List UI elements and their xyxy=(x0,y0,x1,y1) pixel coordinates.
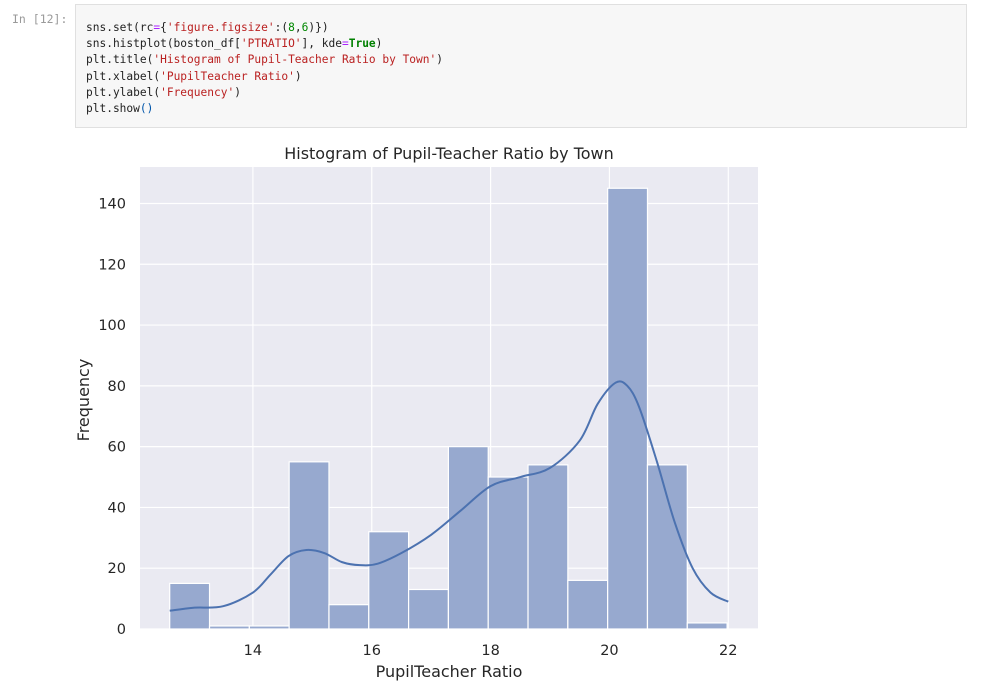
x-tick-label: 18 xyxy=(481,643,499,659)
code-editor[interactable]: sns.set(rc={'figure.figsize':(8,6)}) sns.… xyxy=(86,20,443,117)
y-axis-label: Frequency xyxy=(74,359,93,442)
code-token: 'PTRATIO' xyxy=(240,37,302,51)
histogram-bar xyxy=(447,446,489,630)
y-tick-label: 100 xyxy=(98,318,126,334)
y-tick-label: 140 xyxy=(98,196,126,212)
code-token: 'Histogram of Pupil-Teacher Ratio by Tow… xyxy=(153,53,437,67)
code-token: 6 xyxy=(301,21,309,34)
histogram-bar xyxy=(208,625,250,630)
code-token: 8 xyxy=(288,21,295,34)
code-token: ) xyxy=(436,53,443,67)
code-line: plt.show() xyxy=(86,101,443,117)
histogram-bars xyxy=(169,187,728,630)
code-token: , xyxy=(294,21,302,34)
y-tick-label: 80 xyxy=(108,379,126,395)
code-token: ], kde xyxy=(301,37,342,51)
x-tick-label: 14 xyxy=(244,643,262,659)
axes-background xyxy=(140,167,758,629)
x-tick-labels: 14 16 18 20 22 xyxy=(244,643,738,659)
code-token: )}) xyxy=(308,21,329,34)
histogram-bar xyxy=(328,604,370,630)
grid-lines xyxy=(140,167,758,630)
histogram-bar xyxy=(527,464,569,630)
chart-title: Histogram of Pupil-Teacher Ratio by Town xyxy=(284,144,614,163)
y-tick-label: 20 xyxy=(108,561,126,577)
code-token: plt.show xyxy=(86,102,140,116)
cell-prompt: In [12]: xyxy=(12,12,68,26)
code-line: sns.set(rc={'figure.figsize':(8,6)}) xyxy=(86,20,443,36)
code-cell[interactable]: sns.set(rc={'figure.figsize':(8,6)}) sns.… xyxy=(75,4,967,128)
histogram-bar xyxy=(607,187,649,630)
code-token: sns.histplot(boston_df[ xyxy=(86,37,241,51)
code-line: plt.ylabel('Frequency') xyxy=(86,85,443,101)
histogram-bar xyxy=(567,579,609,630)
code-token: plt.ylabel( xyxy=(86,85,161,99)
histogram-bar xyxy=(288,461,330,630)
histogram-bar xyxy=(368,531,410,630)
x-tick-label: 20 xyxy=(600,643,618,659)
y-tick-label: 0 xyxy=(117,622,126,638)
y-tick-labels: 0 20 40 60 80 100 120 140 xyxy=(98,196,126,638)
code-token: () xyxy=(139,102,154,116)
y-tick-label: 40 xyxy=(108,500,126,516)
histogram-bar xyxy=(169,582,211,630)
code-token: True xyxy=(348,37,376,51)
code-token: 'figure.figsize' xyxy=(166,21,275,34)
histogram-bar xyxy=(686,622,728,630)
histogram-bar xyxy=(248,625,290,630)
x-tick-label: 22 xyxy=(719,643,737,659)
code-token: 'PupilTeacher Ratio' xyxy=(160,69,295,83)
code-token: 'Frequency' xyxy=(160,85,235,99)
code-token: sns.set(rc xyxy=(86,21,154,34)
code-token: :( xyxy=(274,21,289,34)
code-token: = xyxy=(153,21,161,34)
x-axis-label: PupilTeacher Ratio xyxy=(376,662,523,681)
kde-curve xyxy=(169,380,729,612)
code-token: plt.xlabel( xyxy=(86,69,161,83)
code-line: plt.xlabel('PupilTeacher Ratio') xyxy=(86,69,443,85)
code-token: ) xyxy=(234,85,241,99)
code-token: = xyxy=(341,37,349,51)
code-line: sns.histplot(boston_df['PTRATIO'], kde=T… xyxy=(86,36,443,52)
code-token: { xyxy=(160,21,167,34)
y-tick-label: 60 xyxy=(108,440,126,456)
code-token: ) xyxy=(375,37,383,51)
histogram-bar xyxy=(487,476,529,630)
histogram-bar xyxy=(407,588,450,630)
histogram-bar xyxy=(646,464,688,630)
code-line: plt.title('Histogram of Pupil-Teacher Ra… xyxy=(86,52,443,68)
x-tick-label: 16 xyxy=(363,643,381,659)
y-tick-label: 120 xyxy=(98,257,126,273)
code-token: ) xyxy=(294,69,302,83)
code-token: plt.title( xyxy=(86,53,154,67)
